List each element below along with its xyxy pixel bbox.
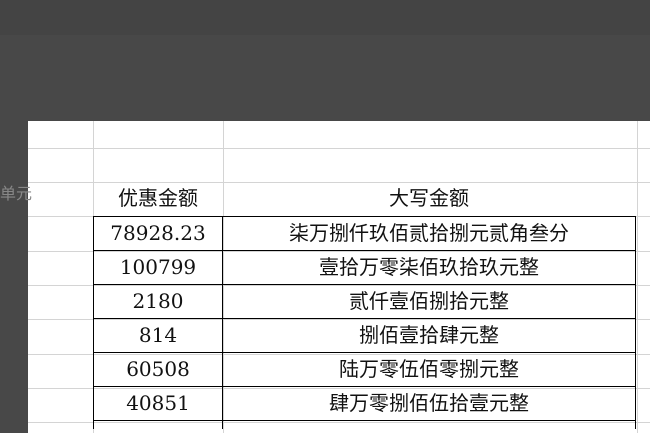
table-row: 814 捌佰壹拾肆元整 — [93, 317, 636, 353]
table-row: 100799 壹拾万零柒佰玖拾玖元整 — [93, 249, 636, 285]
table-row: 60508 陆万零伍佰零捌元整 — [93, 351, 636, 387]
cell-uppercase[interactable]: 柒万捌仟玖佰贰拾捌元贰角叁分 — [222, 215, 636, 251]
header-row: 优惠金额 大写金额 — [93, 182, 636, 217]
top-band — [0, 0, 650, 35]
cell-amount[interactable]: 100799 — [93, 249, 223, 285]
cell-amount[interactable]: 2180 — [93, 283, 223, 319]
cell-amount[interactable]: 40851 — [93, 385, 223, 421]
cell-uppercase[interactable]: 壹拾万零柒佰玖拾玖元整 — [222, 249, 636, 285]
cell-amount[interactable] — [93, 419, 223, 429]
cell-uppercase[interactable]: 捌佰壹拾肆元整 — [222, 317, 636, 353]
cell-amount[interactable]: 814 — [93, 317, 223, 353]
cell-uppercase[interactable]: 贰仟壹佰捌拾元整 — [222, 283, 636, 319]
side-label: 单元 — [0, 184, 33, 203]
header-uppercase-amount[interactable]: 大写金额 — [222, 182, 636, 217]
gridline — [637, 121, 638, 433]
cell-uppercase[interactable]: 肆万零捌佰伍拾壹元整 — [222, 385, 636, 421]
spreadsheet-grid[interactable]: 优惠金额 大写金额 78928.23 柒万捌仟玖佰贰拾捌元贰角叁分 100799 壹… — [28, 121, 650, 433]
gridline — [28, 148, 650, 149]
cell-uppercase[interactable] — [222, 419, 636, 429]
table-row-partial — [93, 419, 636, 429]
table-row: 2180 贰仟壹佰捌拾元整 — [93, 283, 636, 319]
amount-table: 优惠金额 大写金额 78928.23 柒万捌仟玖佰贰拾捌元贰角叁分 100799 壹… — [93, 182, 636, 429]
cell-amount[interactable]: 60508 — [93, 351, 223, 387]
cell-amount[interactable]: 78928.23 — [93, 215, 223, 251]
cell-uppercase[interactable]: 陆万零伍佰零捌元整 — [222, 351, 636, 387]
table-row: 78928.23 柒万捌仟玖佰贰拾捌元贰角叁分 — [93, 215, 636, 251]
table-row: 40851 肆万零捌佰伍拾壹元整 — [93, 385, 636, 421]
header-discount-amount[interactable]: 优惠金额 — [93, 182, 223, 217]
